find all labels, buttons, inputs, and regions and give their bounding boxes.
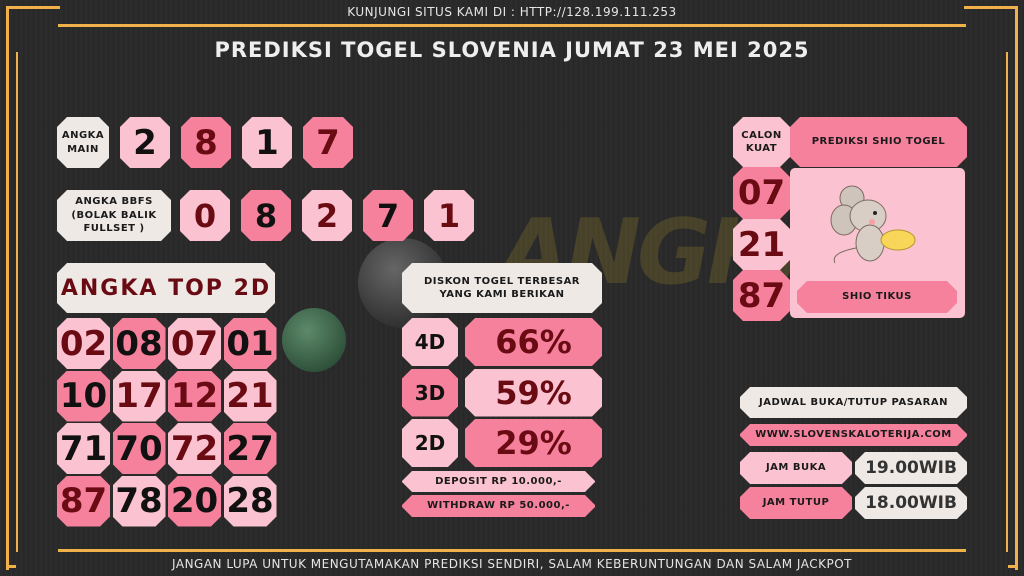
top-2d-number: 21 [224,371,277,422]
close-time-value: 18.00WIB [855,487,967,519]
top-2d-number: 10 [57,371,110,422]
bbfs-digit: 8 [241,190,291,241]
top-2d-number: 07 [168,318,221,369]
frame-corner [1008,565,1018,568]
top-2d-number: 08 [113,318,166,369]
bottom-divider [58,549,966,552]
calon-kuat-label: CALON KUAT [733,117,790,167]
bbfs-digit: 7 [363,190,413,241]
rat-illustration [830,185,916,264]
shio-number: 87 [733,270,790,321]
top-2d-number: 20 [168,476,221,527]
bbfs-label: ANGKA BBFS (BOLAK BALIK FULLSET ) [57,190,171,241]
top-2d-number: 72 [168,423,221,474]
website-link[interactable]: WWW.SLOVENSKALOTERIJA.COM [740,424,967,446]
top-2d-number: 12 [168,371,221,422]
shio-number: 21 [733,219,790,270]
top-2d-number: 87 [57,476,110,527]
bbfs-digit: 0 [180,190,230,241]
top-2d-header: ANGKA TOP 2D [57,263,275,313]
bbfs-digit: 2 [302,190,352,241]
angka-main-digit: 7 [303,117,353,168]
top-2d-number: 01 [224,318,277,369]
billiard-ball-decoration [282,308,346,372]
angka-main-digit: 8 [181,117,231,168]
bbfs-digit: 1 [424,190,474,241]
top-2d-number: 78 [113,476,166,527]
top-divider [58,24,966,27]
top-2d-number: 70 [113,423,166,474]
frame-inner-left [16,52,18,552]
shio-prediction-title: PREDIKSI SHIO TOGEL [790,117,967,167]
schedule-title: JADWAL BUKA/TUTUP PASARAN [740,387,967,418]
discount-percent: 29% [465,419,602,467]
top-2d-number: 71 [57,423,110,474]
page-title: PREDIKSI TOGEL SLOVENIA JUMAT 23 MEI 202… [214,38,810,62]
shio-panel: SHIO TIKUS [790,168,965,318]
shio-name-label: SHIO TIKUS [797,281,957,313]
frame-left [6,6,9,570]
deposit-info: DEPOSIT RP 10.000,- [402,471,595,492]
discount-type-label: 3D [402,369,458,417]
footer-text: JANGAN LUPA UNTUK MENGUTAMAKAN PREDIKSI … [172,557,852,571]
discount-percent: 59% [465,369,602,417]
frame-right [1015,6,1018,570]
top-2d-number: 17 [113,371,166,422]
top-2d-number: 28 [224,476,277,527]
withdraw-info: WITHDRAW RP 50.000,- [402,495,595,517]
frame-inner-right [1006,52,1008,552]
angka-main-digit: 2 [120,117,170,168]
top-2d-number: 27 [224,423,277,474]
top-2d-number: 02 [57,318,110,369]
close-time-label: JAM TUTUP [740,487,852,519]
frame-corner [6,6,60,9]
frame-corner [6,565,16,568]
angka-main-digit: 1 [242,117,292,168]
shio-number: 07 [733,167,790,219]
open-time-label: JAM BUKA [740,452,852,484]
visit-site-text: KUNJUNGI SITUS KAMI DI : HTTP://128.199.… [347,5,677,19]
discount-type-label: 2D [402,419,458,467]
discount-percent: 66% [465,318,602,366]
frame-corner [964,6,1018,9]
open-time-value: 19.00WIB [855,452,967,484]
discount-header: DISKON TOGEL TERBESAR YANG KAMI BERIKAN [402,263,602,313]
angka-main-label: ANGKA MAIN [57,117,109,168]
discount-type-label: 4D [402,318,458,366]
